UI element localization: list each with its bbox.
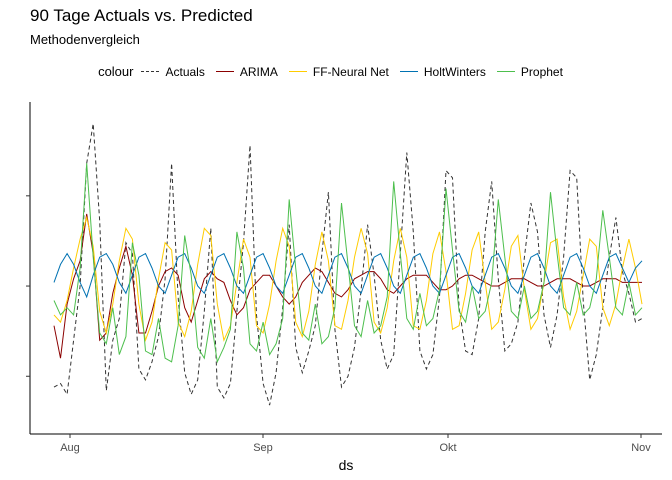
x-tick-label: Okt	[439, 442, 456, 454]
legend-key	[288, 71, 307, 72]
legend-label: Prophet	[520, 64, 563, 79]
x-axis-title: ds	[339, 457, 354, 473]
x-tick-labels: Aug Sep Okt Nov	[60, 434, 651, 454]
legend-item: Actuals	[141, 64, 205, 79]
axes	[26, 102, 662, 435]
legend-key	[141, 71, 160, 72]
series-line-prophet	[53, 163, 643, 364]
legend-key	[399, 71, 418, 72]
legend-label: Actuals	[165, 64, 205, 79]
x-tick-label: Nov	[631, 442, 651, 454]
series-lines	[53, 123, 643, 406]
x-tick-label: Sep	[253, 442, 273, 454]
series-line-arima	[53, 213, 642, 359]
legend-item: FF-Neural Net	[288, 64, 389, 79]
legend-key	[215, 71, 234, 72]
series-line-actuals	[53, 123, 643, 406]
chart-subtitle: Methodenvergleich	[30, 32, 140, 47]
legend-label: FF-Neural Net	[312, 64, 389, 79]
legend-item: HoltWinters	[399, 64, 486, 79]
legend-item: Prophet	[496, 64, 563, 79]
series-line-ff-neural-net	[53, 215, 643, 343]
legend-item: ARIMA	[215, 64, 278, 79]
legend-title: colour	[98, 64, 134, 79]
legend: colour Actuals ARIMA FF-Neural Net HoltWint…	[0, 64, 672, 79]
chart-title: 90 Tage Actuals vs. Predicted	[30, 6, 253, 25]
x-tick-label: Aug	[60, 442, 80, 454]
legend-label: ARIMA	[239, 64, 278, 79]
legend-key	[496, 71, 515, 72]
legend-label: HoltWinters	[423, 64, 486, 79]
legend-items: Actuals ARIMA FF-Neural Net HoltWinters Prop…	[141, 65, 573, 79]
